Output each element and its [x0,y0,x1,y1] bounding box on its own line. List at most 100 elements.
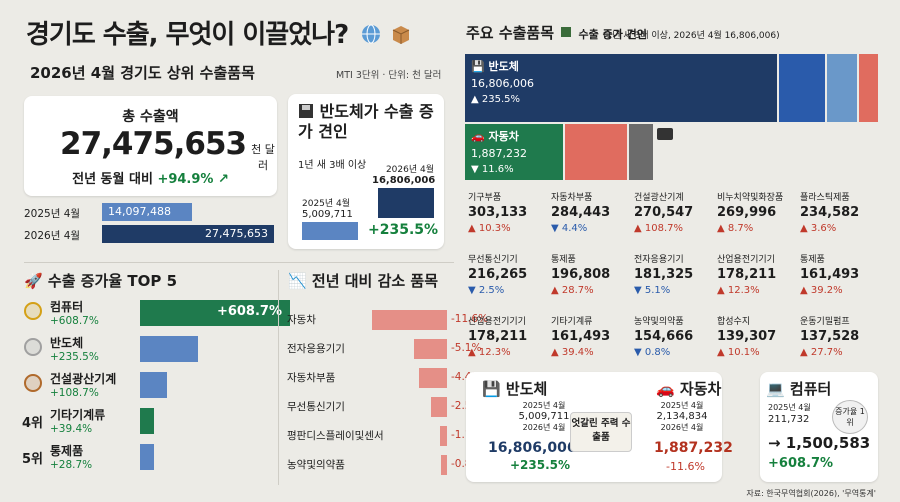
item-cell: 비누치약및화장품 269,996 ▲ 8.7% [715,186,795,242]
item-cell: 합성수지 139,307 ▲ 10.1% [715,310,795,366]
top5-row: 컴퓨터 +608.7% +608.7% [22,296,290,332]
item-name: 산업용전기기기 [717,255,775,265]
item-cell: 무선통신기기 216,265 ▼ 2.5% [466,248,546,304]
compare-bar-2025: 14,097,488 [102,203,192,221]
item-pct: ▲ 12.3% [717,285,760,296]
item-name: 농약및의약품 [634,317,684,327]
decline-bar [441,455,447,475]
item-pct: ▼ 4.4% [551,223,588,234]
item-pct: ▲ 39.4% [551,347,594,358]
decline-bar [372,310,447,330]
item-name: 비누치약및화장품 [717,193,784,203]
semi-card-title: 반도체가 수출 증가 견인 [298,102,434,141]
divider [278,270,279,485]
total-unit: 천 달러 [251,143,275,172]
chart-down-icon: 📉 [288,272,307,290]
top5-name: 컴퓨터 [50,300,84,314]
top5-pct: +608.7% [50,315,99,327]
item-value: 154,666 [634,329,694,344]
decline-row: 무선통신기기-2.5% [287,395,481,417]
item-cell: 통제품 196,808 ▲ 28.7% [549,248,629,304]
decline-bar [418,368,447,388]
total-value: 27,475,653 [60,126,247,162]
decline-row: 전자응용기기 -5.1% [287,337,481,359]
item-cell: 통제품 161,493 ▲ 39.2% [798,248,878,304]
item-cell: 플라스틱제품 234,582 ▲ 3.6% [798,186,878,242]
item-cell: 건설광산기계 270,547 ▲ 108.7% [632,186,712,242]
item-pct: ▲ 108.7% [634,223,683,234]
compare-row-2026: 2026년 4월 27,475,653 [24,225,274,243]
treemap-block [859,54,878,122]
top5-bar [140,408,154,434]
top5-row: 반도체 +235.5% [22,332,272,368]
item-pct: ▲ 10.3% [468,223,511,234]
item-cell: 산업용전기기기 178,211 ▲ 12.3% [715,248,795,304]
item-cell: 운동기밀펌프 137,528 ▲ 27.7% [798,310,878,366]
item-cell: 전자응용기기 181,325 ▼ 5.1% [632,248,712,304]
item-pct: ▼ 0.8% [634,347,671,358]
item-pct: ▲ 3.6% [800,223,837,234]
item-value: 139,307 [717,329,777,344]
decline-bar [430,397,447,417]
decline-name: 무선통신기기 [287,401,345,413]
item-name: 자동차부품 [551,193,593,203]
compare-bar-2026: 27,475,653 [102,225,274,243]
semi-bar-2026 [378,188,434,218]
item-name: 운동기밀펌프 [800,317,850,327]
item-value: 269,996 [717,205,777,220]
decline-row: 농약및의약품-0.8% [287,453,481,475]
item-value: 303,133 [468,205,528,220]
item-value: 161,493 [800,267,860,282]
page-title: 경기도 수출, 무엇이 이끌었나? [26,14,412,51]
medal-icon [24,338,42,356]
rank-badge: 증가율 1위 [832,400,868,434]
decline-name: 평판디스플레이및센서 [287,430,384,442]
decline-bar [439,426,447,446]
decline-name: 전자응용기기 [287,343,345,355]
item-name: 기구부품 [468,193,502,203]
medal-icon [24,374,42,392]
subtitle: 2026년 4월 경기도 상위 수출품목 [30,64,255,82]
box-icon [393,26,410,44]
decline-row: 평판디스플레이및센서-1.1% [287,424,481,446]
item-cell: 기타기계류 161,493 ▲ 39.4% [549,310,629,366]
medal-icon [24,302,42,320]
item-name: 산업용전기기기 [468,317,526,327]
top5-bar [140,336,199,362]
total-label: 총 수출액 [122,109,179,125]
compare-card-semi-auto: 💾 반도체 2025년 4월 5,009,711 2026년 4월 16,806… [466,372,733,482]
item-cell: 자동차부품 284,443 ▼ 4.4% [549,186,629,242]
decline-name: 자동차부품 [287,372,336,384]
semiconductor-card: 반도체가 수출 증가 견인 1년 새 3배 이상 2025년 4월 5,009,7… [288,94,444,249]
item-name: 건설광산기계 [634,193,684,203]
item-name: 기타기계류 [551,317,593,327]
item-name: 무선통신기기 [468,255,518,265]
item-value: 137,528 [800,329,860,344]
treemap-block [565,124,627,180]
top5-bar [140,372,167,398]
item-name: 통제품 [800,255,825,265]
decline-row: 자동차부품-4.4% [287,366,481,388]
right-title: 주요 수출품목 수출 증가 견인 [466,24,647,42]
right-subtitle: (1년 새 3배 이상, 2026년 4월 16,806,006) [603,31,780,41]
decline-title: 📉 전년 대비 감소 품목 [288,272,438,290]
globe-icon [362,24,381,44]
item-cell: 농약및의약품 154,666 ▼ 0.8% [632,310,712,366]
divider [24,262,454,263]
item-value: 161,493 [551,329,611,344]
total-export-card: 총 수출액 27,475,653 천 달러 전년 동월 대비 +94.9% ↗ [24,96,277,196]
top5-name: 건설광산기계 [50,372,117,386]
item-value: 196,808 [551,267,611,282]
item-pct: ▲ 10.1% [717,347,760,358]
item-name: 통제품 [551,255,576,265]
item-value: 181,325 [634,267,694,282]
item-value: 216,265 [468,267,528,282]
rocket-icon: 🚀 [24,272,43,290]
total-yoy: 전년 동월 대비 +94.9% ↗ [72,172,229,187]
item-pct: ▲ 8.7% [717,223,754,234]
unit-note: MTI 3단위 · 단위: 천 달러 [336,70,442,81]
floppy-icon [299,104,313,118]
compare-row-2025: 2025년 4월 14,097,488 [24,203,274,221]
semi-pct: +235.5% [368,222,439,238]
semi-bar-2025 [302,222,358,240]
